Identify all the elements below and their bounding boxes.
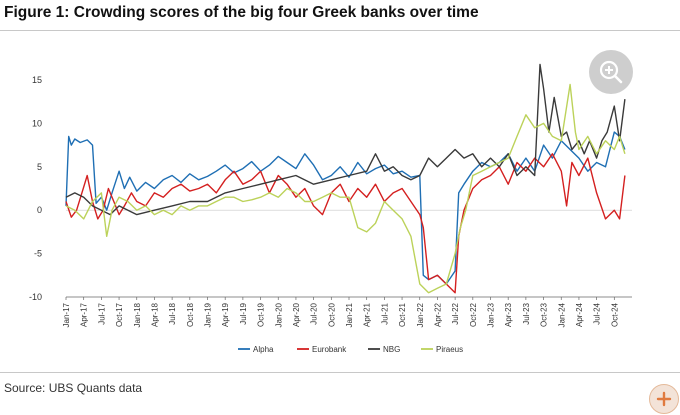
- x-tick-label: Oct-17: [115, 302, 124, 327]
- x-tick-label: Oct-19: [257, 302, 266, 327]
- x-tick-label: Apr-24: [575, 302, 584, 327]
- x-tick-label: Oct-20: [327, 302, 336, 327]
- x-tick-label: Oct-18: [186, 302, 195, 327]
- x-tick-label: Oct-24: [610, 302, 619, 327]
- y-tick-label: 5: [37, 162, 42, 172]
- x-tick-label: Jul-17: [97, 302, 106, 324]
- series-line-piraeus: [65, 83, 626, 294]
- series-line-nbg: [65, 63, 626, 216]
- legend-label-piraeus: Piraeus: [436, 345, 463, 354]
- y-tick-label: -10: [29, 292, 42, 302]
- x-tick-label: Jan-23: [487, 302, 496, 327]
- y-tick-label: -5: [34, 249, 42, 259]
- legend: Alpha Eurobank NBG Piraeus: [238, 345, 463, 354]
- x-tick-label: Jul-24: [593, 302, 602, 324]
- legend-label-eurobank: Eurobank: [312, 345, 347, 354]
- y-axis: -10 -5 0 5 10 15: [29, 75, 42, 302]
- x-tick-label: Jul-20: [310, 302, 319, 324]
- x-axis: Jan-17 Apr-17 Jul-17 Oct-17 Jan-18 Apr-18 Jul-…: [62, 209, 632, 327]
- x-tick-label: Jan-19: [204, 302, 213, 327]
- x-tick-label: Apr-22: [433, 302, 442, 327]
- series-layer: [65, 63, 626, 294]
- title-divider: [0, 30, 680, 31]
- x-tick-label: Apr-18: [150, 302, 159, 327]
- x-tick-label: Jan-17: [62, 302, 71, 327]
- y-tick-label: 0: [37, 205, 42, 215]
- y-tick-label: 10: [32, 118, 42, 128]
- x-tick-label: Jul-22: [451, 302, 460, 324]
- x-tick-label: Jan-20: [274, 302, 283, 327]
- x-tick-label: Oct-23: [540, 302, 549, 327]
- zoom-button[interactable]: [589, 50, 633, 94]
- legend-label-nbg: NBG: [383, 345, 400, 354]
- source-divider: [0, 372, 680, 373]
- x-tick-label: Oct-22: [469, 302, 478, 327]
- x-tick-label: Oct-21: [398, 302, 407, 327]
- x-tick-label: Apr-17: [80, 302, 89, 327]
- x-tick-label: Apr-21: [363, 302, 372, 327]
- x-tick-label: Jan-18: [133, 302, 142, 327]
- x-tick-label: Apr-20: [292, 302, 301, 327]
- legend-label-alpha: Alpha: [253, 345, 274, 354]
- x-tick-label: Jan-21: [345, 302, 354, 327]
- series-line-alpha: [65, 131, 626, 285]
- figure-title: Figure 1: Crowding scores of the big fou…: [4, 4, 479, 21]
- plus-icon: [656, 391, 672, 407]
- add-button[interactable]: [649, 384, 679, 414]
- x-tick-label: Jan-24: [557, 302, 566, 327]
- x-tick-label: Jan-22: [416, 302, 425, 327]
- x-tick-label: Jul-18: [168, 302, 177, 324]
- x-tick-label: Apr-23: [504, 302, 513, 327]
- x-tick-label: Jul-21: [380, 302, 389, 324]
- x-tick-label: Apr-19: [221, 302, 230, 327]
- x-tick-label: Jul-19: [239, 302, 248, 324]
- zoom-in-icon: [599, 60, 623, 84]
- x-tick-label: Jul-23: [522, 302, 531, 324]
- source-note: Source: UBS Quants data: [4, 381, 143, 395]
- series-line-eurobank: [65, 153, 626, 294]
- y-tick-label: 15: [32, 75, 42, 85]
